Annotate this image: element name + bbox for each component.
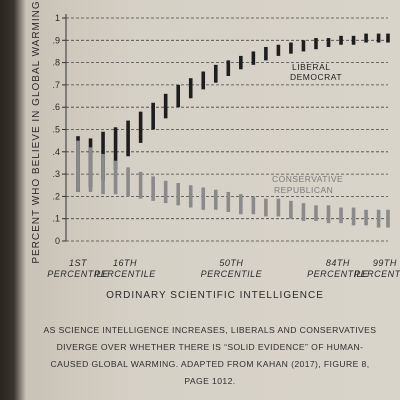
- range-bar: [126, 120, 130, 157]
- x-tick-label: PERCENTILE: [47, 269, 109, 279]
- y-tick-label: .9: [52, 35, 60, 45]
- y-tick-label: .2: [52, 191, 60, 201]
- range-bar: [239, 55, 243, 70]
- range-bar: [151, 176, 155, 201]
- x-tick-label: PERCENTILE: [94, 269, 156, 279]
- series-label-conservative-line1: CONSERVATIVE: [272, 174, 343, 184]
- x-tick-labels: 1STPERCENTILE16THPERCENTILE50THPERCENTIL…: [47, 258, 400, 279]
- range-bar: [326, 38, 331, 47]
- y-tick-labels: 0 .1 .2 .3 .4 .5 .6 .7 .8 .9 1: [52, 13, 60, 246]
- range-bar: [113, 160, 118, 195]
- range-bar: [226, 191, 231, 213]
- x-axis-label: ORDINARY SCIENTIFIC INTELLIGENCE: [106, 290, 324, 301]
- range-bar: [314, 38, 318, 50]
- range-bar: [113, 127, 118, 170]
- range-bar: [314, 205, 318, 221]
- range-bar: [239, 194, 243, 215]
- x-tick-label: 50TH: [219, 258, 243, 268]
- range-bar: [289, 42, 293, 54]
- x-tick-label: 84TH: [326, 258, 350, 268]
- y-tick-label: .3: [52, 169, 60, 179]
- range-bar: [88, 147, 93, 192]
- y-tick-label: .8: [52, 58, 60, 68]
- range-bar: [138, 171, 143, 199]
- range-bar: [264, 46, 268, 61]
- range-bar: [364, 33, 368, 43]
- range-bar: [76, 140, 80, 192]
- range-bar: [276, 198, 281, 217]
- range-bar: [176, 84, 181, 108]
- range-bars: [76, 33, 390, 228]
- range-bar: [301, 40, 306, 52]
- range-bar: [126, 167, 130, 197]
- range-bar: [386, 33, 390, 43]
- range-bar: [188, 78, 193, 99]
- y-tick-label: .4: [52, 147, 60, 157]
- range-bar: [201, 71, 206, 90]
- x-tick-label: PERCENTILE: [354, 269, 400, 279]
- range-bar: [226, 60, 231, 76]
- range-bar: [138, 111, 143, 143]
- range-bar: [264, 198, 268, 217]
- range-bar: [351, 35, 356, 45]
- y-axis: [62, 14, 67, 242]
- series-label-liberal-line1: LIBERAL: [292, 62, 330, 72]
- range-bar: [163, 180, 168, 204]
- y-tick-label: .1: [52, 214, 60, 224]
- y-tick-label: 0: [55, 236, 60, 246]
- x-tick-label: 99TH: [373, 258, 397, 268]
- x-tick-label: PERCENTILE: [201, 269, 263, 279]
- range-bar: [251, 196, 256, 215]
- range-bar: [339, 207, 343, 224]
- series-label-conservative-line2: REPUBLICAN: [274, 185, 333, 195]
- range-bar: [251, 51, 256, 65]
- y-tick-label: 1: [55, 13, 60, 23]
- range-bar: [213, 64, 218, 83]
- x-tick-label: 16TH: [113, 258, 137, 268]
- chart: 0.1.2.3.4.5.6.7.8.91 1STPERCENTILE16THPE…: [31, 0, 400, 301]
- y-tick-label: .6: [52, 102, 60, 112]
- y-tick-label: .5: [52, 125, 60, 135]
- range-bar: [151, 102, 155, 130]
- range-bar: [364, 209, 368, 226]
- range-bar: [386, 209, 390, 228]
- range-bar: [176, 183, 181, 206]
- y-tick-label: .7: [52, 80, 60, 90]
- range-bar: [326, 205, 331, 224]
- range-bar: [339, 35, 343, 45]
- series-label-liberal-line2: DEMOCRAT: [290, 72, 342, 82]
- range-bar: [101, 154, 105, 195]
- range-bar: [351, 207, 356, 226]
- x-tick-label: 1ST: [69, 258, 88, 268]
- range-bar: [376, 209, 381, 228]
- range-bar: [301, 203, 306, 221]
- range-bar: [289, 200, 293, 219]
- range-bar: [276, 44, 281, 56]
- range-bar: [213, 189, 218, 210]
- range-bar: [188, 185, 193, 208]
- range-bar: [163, 93, 168, 119]
- x-tick-label: PERCENTILE: [307, 269, 369, 279]
- range-bar: [376, 33, 381, 43]
- series-liberal-democrat: [76, 33, 390, 192]
- y-axis-label: PERCENT WHO BELIEVE IN GLOBAL WARMING: [31, 0, 42, 263]
- series-conservative-republican: [76, 140, 390, 228]
- figure-caption: AS SCIENCE INTELLIGENCE INCREASES, LIBER…: [43, 325, 377, 386]
- range-bar: [201, 187, 206, 210]
